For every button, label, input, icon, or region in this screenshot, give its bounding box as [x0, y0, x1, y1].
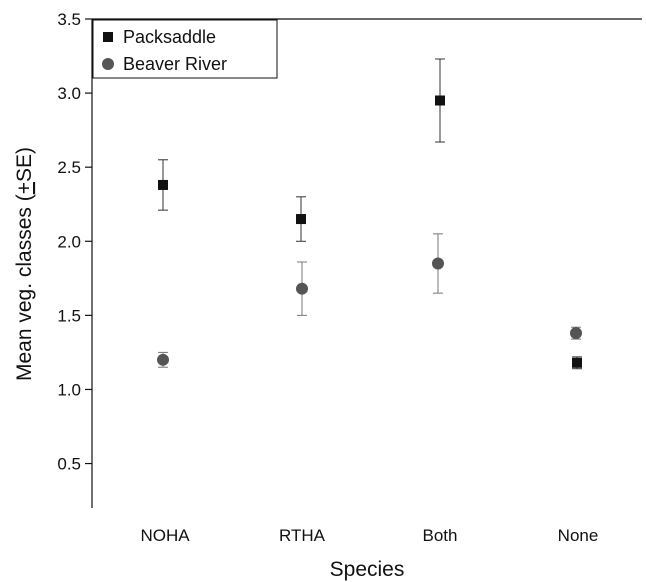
y-axis-ticks: 0.5 1.0 1.5 2.0 2.5 3.0 3.5 — [57, 10, 92, 474]
data-point-square — [158, 179, 168, 190]
legend: Packsaddle Beaver River — [92, 19, 278, 79]
plot-frame — [91, 18, 642, 508]
data-point-square — [435, 95, 445, 106]
x-axis-ticks: NOHA RTHA Both None — [140, 526, 598, 545]
y-tick-label: 0.5 — [57, 455, 81, 474]
legend-label-packsaddle: Packsaddle — [123, 27, 216, 47]
x-tick-label: None — [558, 526, 599, 545]
series-beaver-river — [157, 233, 582, 368]
y-tick-label: 1.0 — [57, 380, 81, 399]
x-tick-label: NOHA — [140, 526, 190, 545]
legend-label-beaver-river: Beaver River — [123, 54, 227, 74]
data-series — [157, 58, 582, 370]
legend-marker-beaver-river — [102, 58, 114, 70]
data-point-circle — [296, 282, 308, 295]
y-axis-title-part-1: Mean veg. classes ( — [13, 194, 36, 381]
data-point-square — [296, 214, 306, 225]
data-point-circle — [570, 327, 582, 340]
data-point-circle — [432, 257, 444, 270]
legend-box — [92, 19, 278, 79]
x-tick-label: RTHA — [279, 526, 326, 545]
y-tick-label: 3.5 — [57, 10, 81, 29]
y-axis-title: Mean veg. classes (+SE) — [13, 147, 36, 381]
y-axis-title-underlined: + — [13, 182, 36, 194]
x-axis-title: Species — [330, 558, 405, 581]
x-tick-label: Both — [423, 526, 458, 545]
data-point-circle — [157, 353, 169, 366]
y-tick-label: 1.5 — [57, 306, 81, 325]
series-packsaddle — [158, 58, 582, 370]
data-point-square — [572, 357, 582, 368]
legend-marker-packsaddle — [103, 32, 113, 42]
y-tick-label: 3.0 — [57, 84, 81, 103]
y-tick-label: 2.0 — [57, 232, 81, 251]
y-axis-title-part-2: SE) — [13, 147, 36, 182]
y-tick-label: 2.5 — [57, 158, 81, 177]
